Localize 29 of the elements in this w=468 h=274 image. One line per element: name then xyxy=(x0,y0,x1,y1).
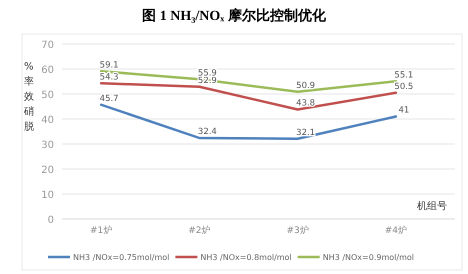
data-label: 43.8 xyxy=(296,98,316,108)
y-tick-label: 20 xyxy=(41,165,54,176)
data-label: 59.1 xyxy=(100,60,119,70)
chart-title: 图 1 NH₃/NOₓ 摩尔比控制优化 xyxy=(142,7,327,24)
data-label: 55.1 xyxy=(394,70,414,80)
data-label: 50.5 xyxy=(394,82,414,92)
y-tick-label: 60 xyxy=(41,65,54,76)
x-tick-label: #2炉 xyxy=(188,225,211,236)
data-label: 54.3 xyxy=(100,72,119,82)
y-tick-label: 50 xyxy=(41,90,54,101)
legend-label: NH3 /NOx=0.9mol/mol xyxy=(322,253,414,262)
data-label: 41 xyxy=(398,106,410,116)
y-tick-label: 0 xyxy=(48,215,54,226)
data-label: 32.1 xyxy=(296,128,316,138)
y-tick-label: 40 xyxy=(41,115,54,126)
data-label: 52.9 xyxy=(198,76,217,86)
x-tick-label: #4炉 xyxy=(384,225,408,236)
data-label: 45.7 xyxy=(100,94,119,104)
data-label: 50.9 xyxy=(296,80,316,91)
y-tick-label: 10 xyxy=(41,190,54,201)
legend-label: NH3 /NOx=0.8mol/mol xyxy=(200,253,292,262)
legend-label: NH3 /NOx=0.75mol/mol xyxy=(73,253,170,262)
x-tick-label: #3炉 xyxy=(286,225,309,236)
y-tick-label: 70 xyxy=(41,40,54,51)
data-label: 32.4 xyxy=(198,127,217,137)
y-tick-label: 30 xyxy=(41,140,54,151)
x-tick-label: #1炉 xyxy=(90,225,112,236)
x-axis-title: 机组号 xyxy=(417,200,447,212)
y-axis-title: 脱硝效率% xyxy=(23,61,39,132)
